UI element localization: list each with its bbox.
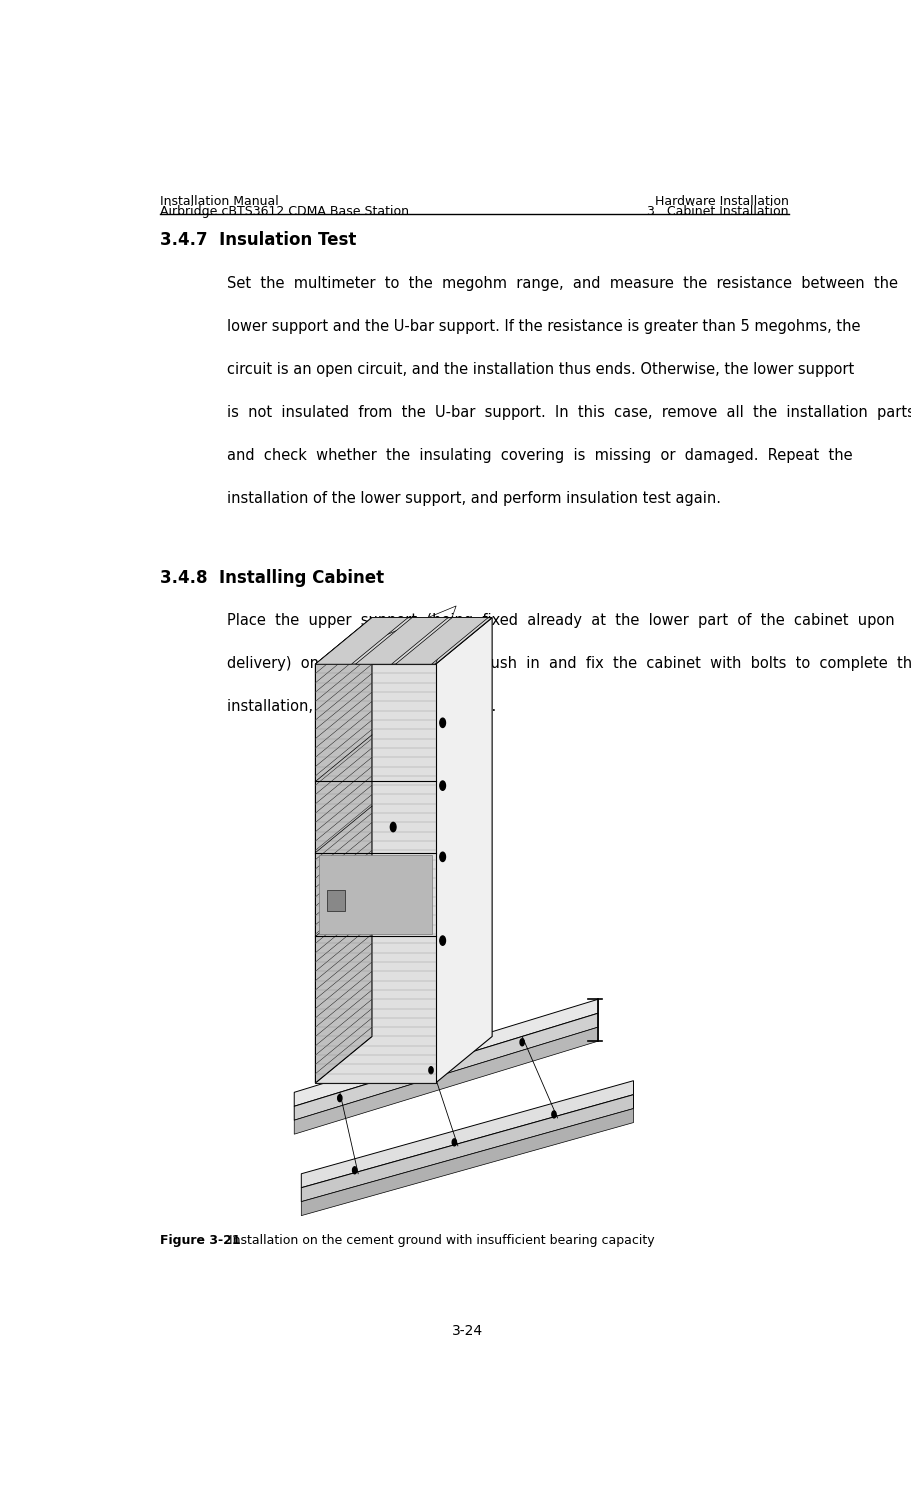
Circle shape <box>439 935 445 946</box>
Circle shape <box>452 1139 456 1145</box>
Circle shape <box>439 718 445 727</box>
Circle shape <box>439 852 445 861</box>
Circle shape <box>439 781 445 790</box>
Text: Figure 3-21: Figure 3-21 <box>159 1234 241 1247</box>
Polygon shape <box>301 1094 633 1201</box>
Polygon shape <box>315 665 435 1083</box>
Polygon shape <box>315 618 492 665</box>
Text: Hardware Installation: Hardware Installation <box>654 195 788 207</box>
Polygon shape <box>435 618 492 1083</box>
Text: Installation on the cement ground with insufficient bearing capacity: Installation on the cement ground with i… <box>225 1234 654 1247</box>
Circle shape <box>551 1111 556 1118</box>
Text: circuit is an open circuit, and the installation thus ends. Otherwise, the lower: circuit is an open circuit, and the inst… <box>227 361 854 376</box>
Text: installation, as shown in Figure 3-21.: installation, as shown in Figure 3-21. <box>227 700 496 715</box>
Polygon shape <box>301 1080 633 1188</box>
Text: installation of the lower support, and perform insulation test again.: installation of the lower support, and p… <box>227 491 721 506</box>
Circle shape <box>519 1038 524 1046</box>
Circle shape <box>428 1067 433 1074</box>
Circle shape <box>390 822 395 831</box>
Circle shape <box>337 1094 342 1102</box>
Text: and  check  whether  the  insulating  covering  is  missing  or  damaged.  Repea: and check whether the insulating coverin… <box>227 447 852 462</box>
Text: Installation Manual: Installation Manual <box>159 195 279 207</box>
Polygon shape <box>395 618 487 665</box>
Text: 3.4.7  Insulation Test: 3.4.7 Insulation Test <box>159 231 356 249</box>
Bar <box>327 890 344 911</box>
Text: lower support and the U-bar support. If the resistance is greater than 5 megohms: lower support and the U-bar support. If … <box>227 319 860 334</box>
Polygon shape <box>355 618 447 665</box>
Text: is  not  insulated  from  the  U-bar  support.  In  this  case,  remove  all  th: is not insulated from the U-bar support.… <box>227 405 911 420</box>
Polygon shape <box>315 618 407 665</box>
Text: Set  the  multimeter  to  the  megohm  range,  and  measure  the  resistance  be: Set the multimeter to the megohm range, … <box>227 275 897 290</box>
Text: 3   Cabinet Installation: 3 Cabinet Installation <box>647 205 788 218</box>
Text: 3.4.8  Installing Cabinet: 3.4.8 Installing Cabinet <box>159 568 384 586</box>
Text: 3-24: 3-24 <box>451 1324 483 1337</box>
Polygon shape <box>315 618 372 1083</box>
Text: Place  the  upper  support  (being  fixed  already  at  the  lower  part  of  th: Place the upper support (being fixed alr… <box>227 613 894 629</box>
Polygon shape <box>294 1014 598 1120</box>
Text: Airbridge cBTS3612 CDMA Base Station: Airbridge cBTS3612 CDMA Base Station <box>159 205 408 218</box>
Polygon shape <box>294 999 598 1106</box>
Text: delivery)  on  the  lower  support,  push  in  and  fix  the  cabinet  with  bol: delivery) on the lower support, push in … <box>227 656 911 671</box>
Polygon shape <box>294 1027 598 1135</box>
Polygon shape <box>301 1109 633 1216</box>
Circle shape <box>353 1166 356 1174</box>
Bar <box>319 855 432 934</box>
